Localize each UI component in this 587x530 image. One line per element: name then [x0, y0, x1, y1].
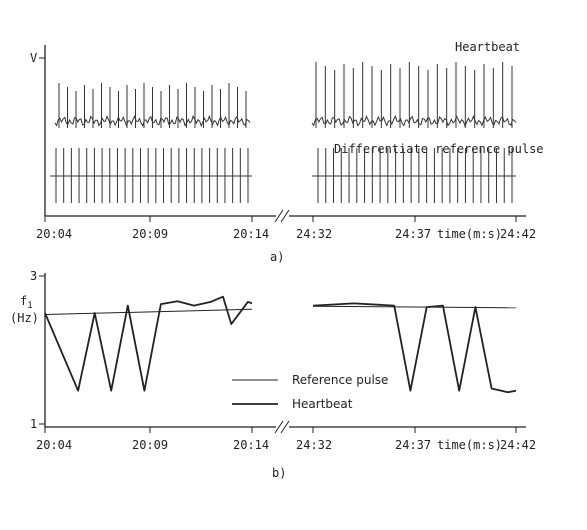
panel-a-axis-break [274, 209, 284, 223]
panel-b-xtick-label: 20:14 [233, 438, 269, 452]
legend-label-heartbeat: Heartbeat [292, 397, 353, 411]
panel-b-ylabel-unit: (Hz) [10, 311, 39, 325]
panel-a-reference-series [50, 148, 516, 203]
panel-a-xtick-label: 24:32 [296, 227, 332, 241]
panel-b-ylabel: f1 [20, 294, 33, 311]
panel-a-xtick-label: 20:14 [233, 227, 269, 241]
panel-a: V Heartbeat Differentiate reference puls… [30, 40, 544, 264]
panel-a-xtick-label: 20:04 [36, 227, 72, 241]
panel-a-heartbeat-series [54, 62, 517, 128]
panel-b-ytick-label: 3 [30, 269, 37, 283]
reference-pulse-line-left [44, 308, 253, 315]
panel-b-xtick-label: 20:09 [132, 438, 168, 452]
panel-b-series [44, 295, 517, 394]
panel-a-ylabel: V [30, 51, 37, 65]
panel-b-xtick-label: 20:04 [36, 438, 72, 452]
panel-a-label-reference: Differentiate reference pulse [334, 142, 544, 156]
heartbeat-line-left [44, 295, 253, 392]
panel-a-xtick-label: 24:42 [500, 227, 536, 241]
panel-a-xlabel: time(m:s) [437, 227, 502, 241]
panel-b-axis-break [274, 420, 284, 434]
panel-a-axis-break [280, 209, 290, 223]
heartbeat-line-right [312, 302, 517, 394]
panel-b-panel-label: b) [272, 466, 286, 480]
panel-b-xtick-label: 24:32 [296, 438, 332, 452]
panel-b: 3 1 f1 (Hz) Reference pulse Heartbeat 20… [10, 269, 536, 480]
heartbeat-baseline [311, 114, 517, 128]
panel-a-xtick-label: 20:09 [132, 227, 168, 241]
panel-b-ytick-label: 1 [30, 417, 37, 431]
panel-b-x-ticks [44, 427, 517, 433]
panel-a-panel-label: a) [270, 250, 284, 264]
panel-b-axis-break [280, 420, 290, 434]
panel-b-xtick-label: 24:37 [395, 438, 431, 452]
reference-pulse-line-right [312, 305, 517, 309]
legend-label-reference-pulse: Reference pulse [292, 373, 388, 387]
panel-b-legend: Reference pulse Heartbeat [232, 373, 388, 411]
panel-a-x-ticks [44, 216, 517, 222]
panel-a-label-heartbeat: Heartbeat [455, 40, 520, 54]
panel-a-xtick-label: 24:37 [395, 227, 431, 241]
panel-b-xtick-label: 24:42 [500, 438, 536, 452]
panel-b-xlabel: time(m:s) [437, 438, 502, 452]
